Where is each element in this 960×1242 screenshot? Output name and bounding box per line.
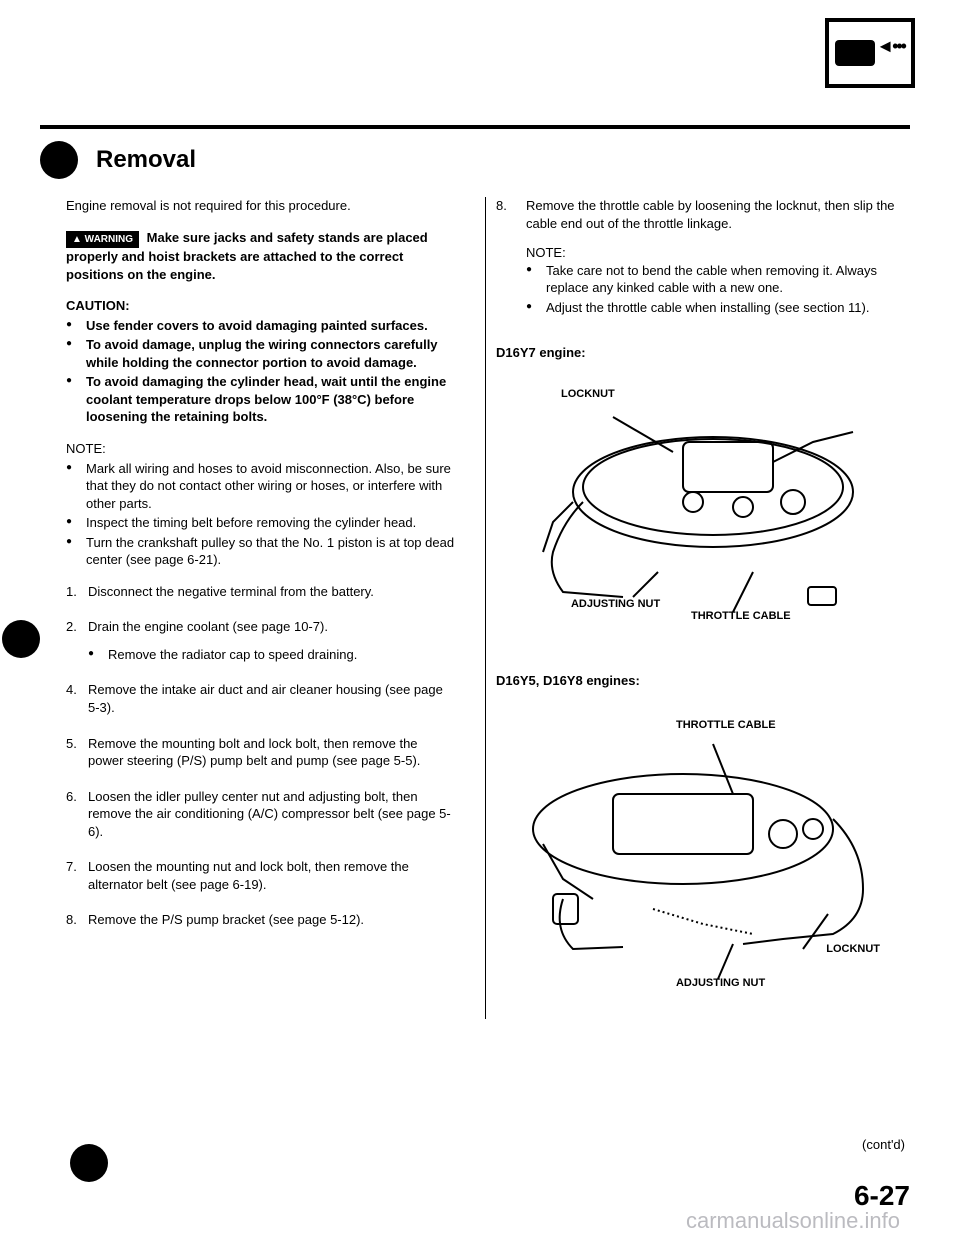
throttle-cable-label: THROTTLE CABLE (676, 719, 776, 731)
caution-item: Use fender covers to avoid damaging pain… (66, 317, 455, 335)
step-text: Remove the intake air duct and air clean… (88, 682, 443, 715)
header-rule (40, 125, 910, 129)
step-7: Remove the P/S pump bracket (see page 5-… (66, 911, 455, 929)
right-note-list: Take care not to bend the cable when rem… (526, 262, 910, 317)
caution-item: To avoid damage, unplug the wiring conne… (66, 336, 455, 371)
figure-d16y7: LOCKNUT ADJUSTING NUT THROTTLE CABLE (496, 372, 910, 652)
right-column: 8. Remove the throttle cable by loosenin… (485, 197, 910, 1019)
note-item: Mark all wiring and hoses to avoid misco… (66, 460, 455, 513)
step-text: Disconnect the negative terminal from th… (88, 584, 374, 599)
step-text: Remove the mounting bolt and lock bolt, … (88, 736, 420, 769)
step-8: 8. Remove the throttle cable by loosenin… (496, 197, 910, 330)
note-label: NOTE: (40, 440, 455, 458)
step-3: Remove the intake air duct and air clean… (66, 681, 455, 716)
note-list: Mark all wiring and hoses to avoid misco… (40, 460, 455, 569)
note-item: Take care not to bend the cable when rem… (526, 262, 910, 297)
figure-d16y5-d16y8: THROTTLE CABLE LOCKNUT ADJUSTING NUT (496, 699, 910, 999)
adjusting-nut-label: ADJUSTING NUT (676, 977, 765, 989)
caution-list: Use fender covers to avoid damaging pain… (40, 317, 455, 426)
step-text: Remove the P/S pump bracket (see page 5-… (88, 912, 364, 927)
section-title: Removal (96, 146, 196, 174)
locknut-label: LOCKNUT (826, 942, 880, 957)
note-item: Inspect the timing belt before removing … (66, 514, 455, 532)
note-item: Adjust the throttle cable when installin… (526, 299, 910, 317)
step-body: Remove the throttle cable by loosening t… (526, 197, 910, 330)
side-bullet-icon (2, 620, 40, 658)
left-column: Engine removal is not required for this … (40, 197, 465, 1019)
step-1: Disconnect the negative terminal from th… (66, 583, 455, 601)
step-sub-item: Remove the radiator cap to speed drainin… (88, 646, 455, 664)
contd-label: (cont'd) (862, 1137, 905, 1152)
warning-paragraph: ▲ WARNING Make sure jacks and safety sta… (40, 229, 455, 284)
bottom-bullet-icon (70, 1144, 108, 1182)
caution-item: To avoid damaging the cylinder head, wai… (66, 373, 455, 426)
throttle-cable-label: THROTTLE CABLE (691, 610, 791, 622)
step-text: Drain the engine coolant (see page 10-7)… (88, 619, 328, 634)
step-text: Loosen the mounting nut and lock bolt, t… (88, 859, 409, 892)
adjusting-nut-label: ADJUSTING NUT (571, 597, 660, 612)
step-text: Loosen the idler pulley center nut and a… (88, 789, 451, 839)
step-2: Drain the engine coolant (see page 10-7)… (66, 618, 455, 663)
step-sub-list: Remove the radiator cap to speed drainin… (88, 646, 455, 664)
manual-section-icon (825, 18, 915, 88)
step-list: Disconnect the negative terminal from th… (40, 583, 455, 929)
step-number: 8. (496, 197, 514, 330)
step-4: Remove the mounting bolt and lock bolt, … (66, 735, 455, 770)
warning-tag: ▲ WARNING (66, 231, 139, 249)
step-text: Remove the throttle cable by loosening t… (526, 197, 910, 232)
step-6: Loosen the mounting nut and lock bolt, t… (66, 858, 455, 893)
note-item: Turn the crankshaft pulley so that the N… (66, 534, 455, 569)
watermark: carmanualsonline.info (686, 1208, 900, 1234)
locknut-label: LOCKNUT (561, 387, 615, 402)
step-5: Loosen the idler pulley center nut and a… (66, 788, 455, 841)
engine2-label: D16Y5, D16Y8 engines: (496, 672, 910, 690)
caution-label: CAUTION: (40, 297, 455, 315)
section-bullet (40, 141, 78, 179)
engine1-label: D16Y7 engine: (496, 344, 910, 362)
intro-text: Engine removal is not required for this … (40, 197, 455, 215)
note-label: NOTE: (526, 244, 910, 262)
